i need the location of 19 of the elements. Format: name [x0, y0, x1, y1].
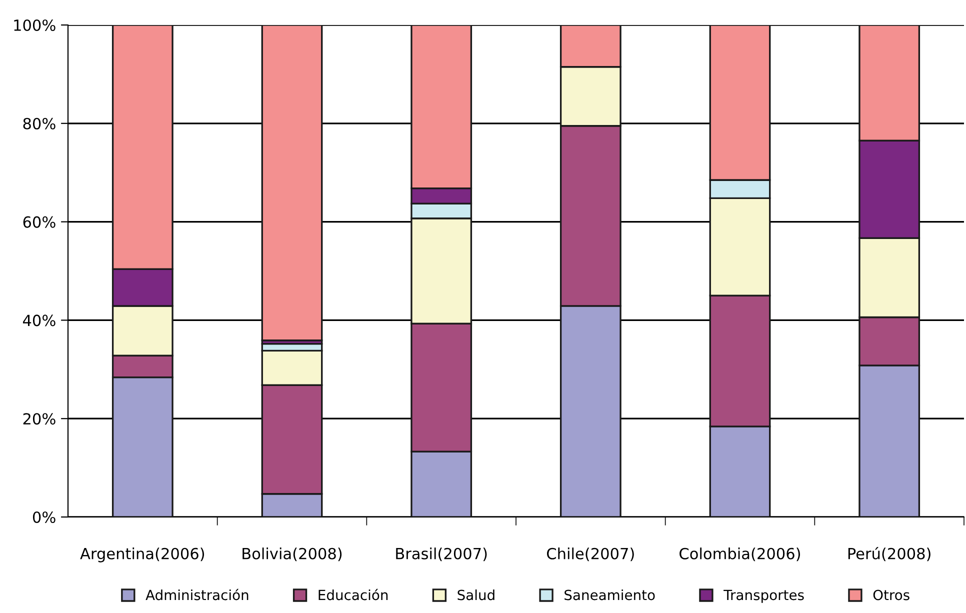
y-tick-label: 80% [23, 118, 56, 130]
bar [261, 25, 323, 342]
x-tick-label: Argentina(2006) [80, 548, 204, 562]
y-tick-label: 40% [22, 314, 56, 326]
legend-label: Transportes [724, 590, 804, 603]
y-tick-label: 20% [23, 413, 56, 425]
legend-label: Otros [873, 590, 910, 600]
legend-label: Salud [458, 589, 494, 600]
legend-label: Administración [146, 588, 248, 600]
x-tick-label: Colombia(2006) [680, 548, 800, 562]
x-tick-label: Bolivia(2008) [242, 548, 342, 562]
legend-label: Educación [318, 588, 388, 600]
x-tick-label: Brasil(2007) [396, 548, 487, 562]
y-tick-label: 100% [14, 19, 56, 32]
x-tick-label: Chile(2007) [547, 548, 634, 562]
x-tick-label: Perú(2008) [848, 546, 930, 562]
y-tick-label: 60% [23, 216, 56, 228]
y-tick-label: 0% [32, 511, 56, 524]
legend-label: Saneamiento [564, 589, 655, 600]
